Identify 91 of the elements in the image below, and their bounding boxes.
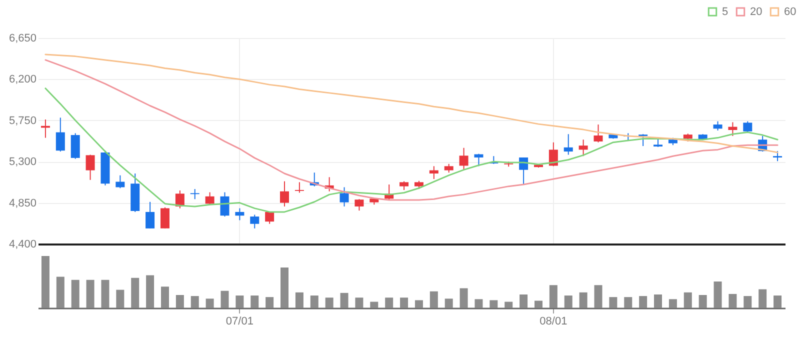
candlestick (340, 186, 349, 207)
candlestick (116, 174, 125, 189)
bar (190, 296, 199, 308)
bar (266, 297, 274, 308)
bar (714, 281, 722, 308)
candlestick (578, 139, 588, 157)
legend-label: 20 (750, 6, 762, 18)
candlestick (594, 124, 603, 143)
candlestick (713, 120, 722, 131)
bar (325, 298, 334, 308)
candlestick (638, 134, 648, 147)
candlestick (280, 180, 290, 207)
y-tick-label: 6,650 (8, 32, 36, 44)
bar (86, 280, 94, 308)
bar (116, 290, 124, 308)
y-tick-label: 4,850 (8, 197, 36, 210)
bar (520, 294, 528, 308)
bar (385, 298, 394, 308)
candlestick (773, 150, 782, 162)
bar (160, 286, 169, 308)
candlestick (86, 154, 95, 180)
bar (280, 267, 289, 308)
bar (774, 296, 782, 308)
bar (236, 296, 244, 308)
bar (131, 278, 140, 308)
bar (564, 296, 572, 308)
bar (400, 298, 408, 308)
bar (340, 292, 348, 308)
line-series (44, 59, 778, 201)
bar (250, 296, 259, 308)
bar (56, 276, 64, 308)
bar (534, 300, 542, 308)
bar (71, 280, 80, 308)
y-tick-label: 5,750 (8, 114, 36, 127)
candlestick (175, 190, 184, 209)
candlestick (354, 198, 364, 212)
bar (220, 290, 229, 308)
bar (728, 294, 737, 308)
candlestick (56, 117, 65, 152)
candlestick (160, 206, 170, 229)
candlestick (146, 201, 155, 229)
candlestick (235, 208, 244, 221)
legend-label: 5 (722, 6, 728, 18)
candlestick (205, 192, 214, 206)
bar (295, 292, 304, 308)
bar (594, 285, 602, 308)
bar (176, 295, 184, 308)
bar (668, 299, 677, 308)
bar (504, 302, 513, 308)
candlestick (190, 188, 200, 200)
bar (609, 297, 618, 308)
bar (549, 285, 558, 308)
candlestick (265, 211, 274, 224)
bar (474, 299, 483, 308)
x-tick-label: 08/01 (540, 316, 568, 328)
candlestick (474, 153, 484, 167)
bar (414, 300, 423, 308)
legend-label: 60 (784, 6, 796, 18)
candlestick (250, 214, 260, 229)
bar (310, 296, 318, 308)
candlestick (70, 132, 80, 160)
bar (101, 280, 110, 308)
bar (579, 292, 588, 308)
bar (460, 288, 468, 308)
bar (654, 294, 662, 308)
candlestick (220, 192, 230, 218)
bar (355, 298, 364, 308)
candlestick (294, 182, 304, 194)
bar (430, 291, 438, 308)
bar (698, 295, 707, 308)
bar (639, 296, 648, 308)
bar (370, 302, 378, 308)
bar (206, 298, 214, 308)
y-tick-label: 5,300 (8, 156, 36, 168)
candlestick (728, 122, 738, 136)
bar (744, 296, 752, 308)
x-tick-label: 07/01 (226, 316, 254, 328)
y-tick-label: 6,200 (8, 74, 36, 86)
candlestick (429, 166, 438, 180)
bar (41, 256, 50, 308)
bar (146, 275, 154, 308)
candlestick (459, 147, 468, 170)
bar (490, 300, 498, 308)
candlestick (564, 134, 573, 156)
bar (444, 298, 453, 308)
bar (758, 289, 767, 308)
candlestick (548, 142, 558, 167)
line-series (44, 54, 778, 154)
y-tick-label: 4,400 (8, 238, 36, 250)
bar (624, 297, 632, 308)
bar (684, 292, 692, 308)
